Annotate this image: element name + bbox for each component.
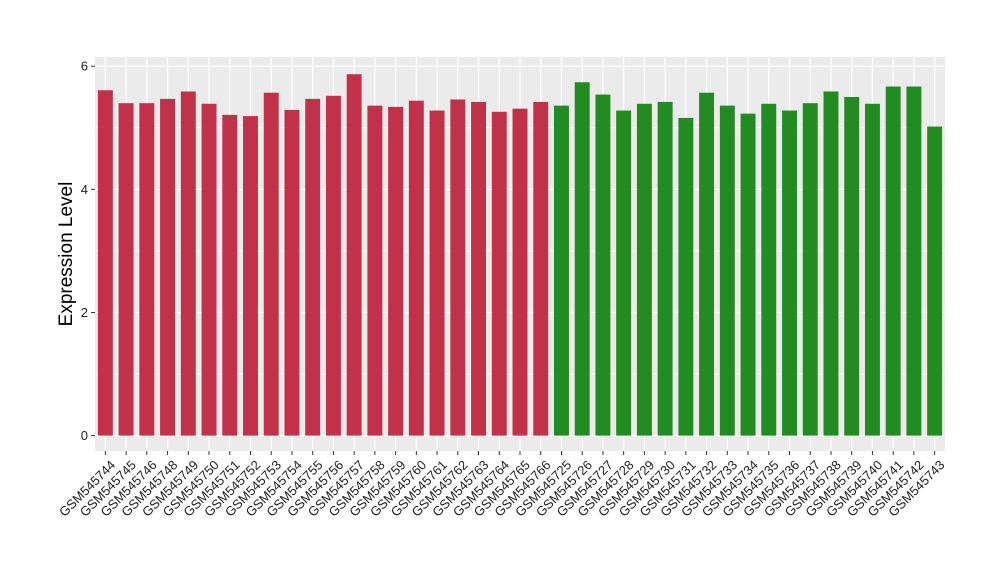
bar-GSM545756: [325, 95, 341, 436]
bar-GSM545743: [927, 126, 943, 436]
y-tick-label: 0: [81, 428, 88, 443]
bar-GSM545749: [180, 91, 196, 436]
bar-GSM545757: [346, 74, 362, 436]
bar-GSM545763: [471, 101, 486, 436]
bar-GSM545734: [740, 113, 756, 436]
y-axis: 0 2 4 6: [81, 59, 95, 443]
bar-GSM545754: [284, 109, 300, 436]
bar-GSM545736: [782, 110, 797, 436]
bar-GSM545739: [844, 97, 860, 436]
bar-GSM545765: [512, 108, 528, 436]
bar-GSM545741: [885, 86, 901, 436]
bar-GSM545761: [429, 110, 445, 436]
bar-GSM545742: [906, 86, 922, 436]
y-axis-label: Expression Level: [56, 182, 77, 327]
bar-GSM545730: [657, 101, 673, 436]
bar-GSM545727: [595, 94, 611, 436]
bar-GSM545750: [201, 103, 217, 436]
bar-GSM545755: [305, 98, 321, 436]
x-axis: GSM545744GSM545745GSM545746GSM545748GSM5…: [56, 451, 948, 520]
bar-GSM545726: [574, 82, 590, 436]
y-tick-label: 6: [81, 59, 88, 74]
bar-GSM545753: [263, 92, 279, 436]
bar-GSM545758: [367, 105, 383, 436]
bar-GSM545728: [616, 110, 632, 436]
bar-GSM545732: [699, 92, 715, 436]
bar-GSM545762: [450, 99, 466, 436]
bar-GSM545737: [802, 103, 818, 436]
y-tick-label: 4: [81, 182, 88, 197]
bar-GSM545764: [491, 111, 507, 436]
bar-GSM545725: [554, 105, 569, 436]
bar-GSM545746: [139, 103, 155, 436]
bars: [97, 74, 943, 436]
bar-GSM545745: [118, 103, 134, 436]
bar-GSM545735: [761, 103, 777, 436]
bar-GSM545733: [719, 105, 735, 436]
bar-GSM545738: [823, 91, 839, 436]
bar-GSM545752: [243, 116, 258, 436]
bar-GSM545766: [533, 101, 549, 436]
bar-GSM545760: [408, 100, 424, 436]
bar-GSM545729: [636, 103, 652, 436]
bar-GSM545751: [222, 114, 238, 436]
bar-GSM545748: [160, 98, 176, 436]
bar-GSM545731: [678, 117, 694, 436]
bar-GSM545759: [388, 106, 404, 436]
y-tick-label: 2: [81, 305, 88, 320]
bar-GSM545740: [864, 103, 880, 436]
bar-GSM545744: [97, 90, 113, 436]
